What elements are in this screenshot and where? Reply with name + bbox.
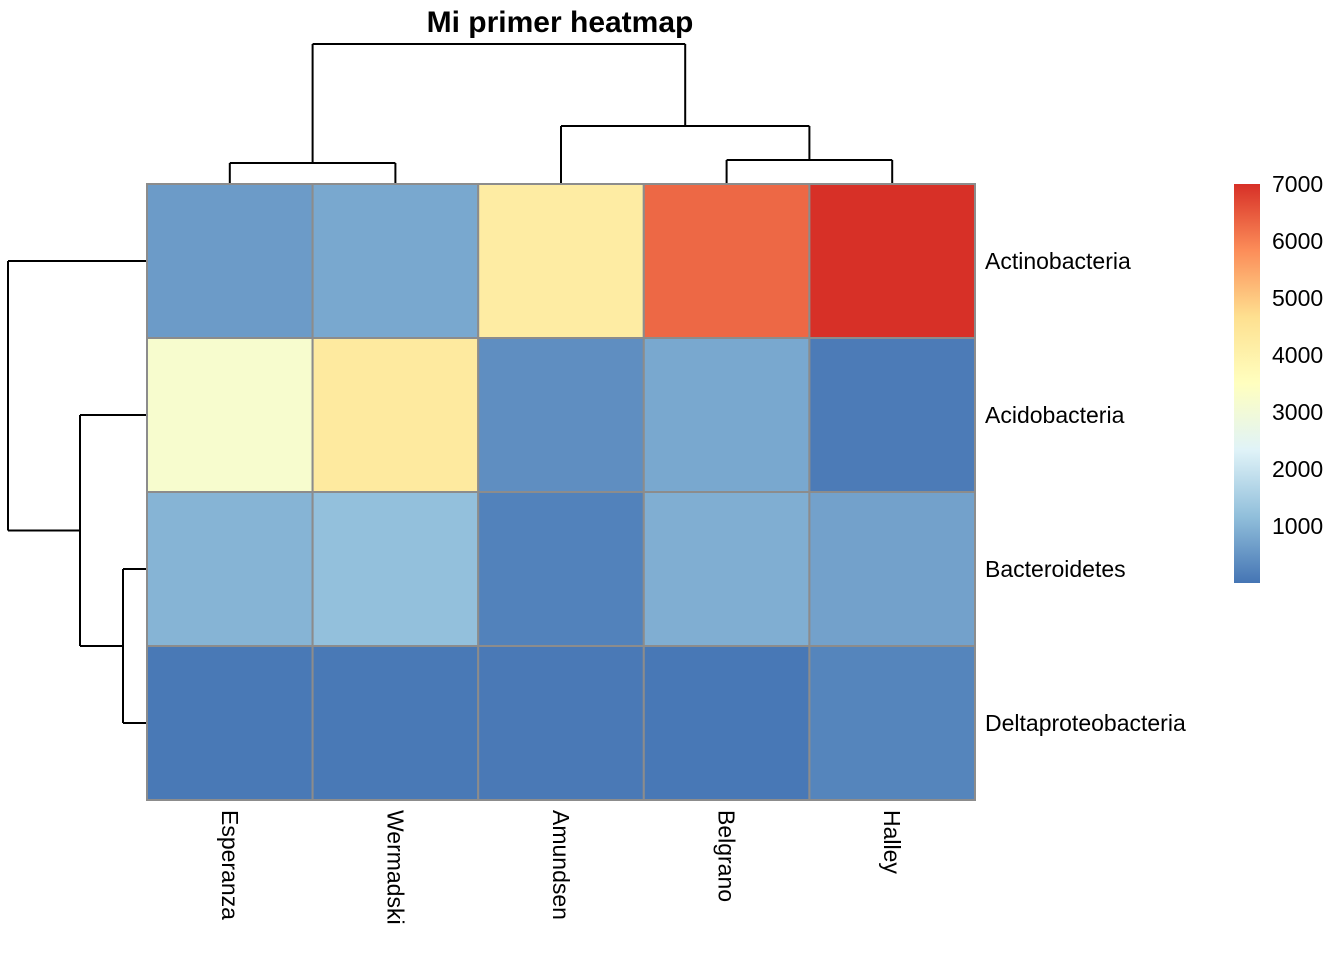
legend-tick-label: 2000 (1272, 456, 1323, 482)
legend-tick-label: 3000 (1272, 399, 1323, 425)
heatmap-cell (311, 491, 480, 647)
color-scale-bar (1234, 184, 1260, 583)
heatmap-cell (146, 645, 314, 801)
legend-tick-label: 5000 (1272, 285, 1323, 311)
column-label: Esperanza (217, 810, 243, 920)
heatmap-cell (146, 337, 314, 493)
heatmap-cell (642, 183, 811, 339)
chart-title: Mi primer heatmap (427, 6, 694, 39)
column-label: Wermadski (382, 810, 408, 925)
heatmap-cells (146, 183, 977, 801)
heatmap-cell (146, 183, 314, 339)
column-labels: Esperanza Wermadski Amundsen Belgrano Halley (217, 810, 905, 925)
column-label: Belgrano (714, 810, 740, 902)
heatmap-cell (146, 491, 314, 647)
column-label: Halley (879, 810, 905, 874)
legend-tick-label: 6000 (1272, 228, 1323, 254)
column-dendrogram (228, 43, 894, 184)
heatmap-cell (311, 183, 480, 339)
row-dendrogram (7, 260, 147, 724)
color-legend: 1000 2000 3000 4000 5000 6000 7000 (1234, 171, 1323, 583)
heatmap-cell (642, 645, 811, 801)
row-label: Deltaproteobacteria (985, 710, 1186, 736)
heatmap-cell (808, 337, 977, 493)
heatmap-cell (477, 645, 645, 801)
heatmap-cell (311, 645, 480, 801)
row-label: Acidobacteria (985, 402, 1125, 428)
heatmap-cell (477, 491, 645, 647)
heatmap-cell (642, 337, 811, 493)
row-label: Actinobacteria (985, 248, 1131, 274)
column-label: Amundsen (548, 810, 574, 920)
heatmap-cell (808, 645, 977, 801)
heatmap-cell (311, 337, 480, 493)
row-label: Bacteroidetes (985, 556, 1126, 582)
heatmap-cell (808, 183, 977, 339)
heatmap-cell (477, 183, 645, 339)
legend-tick-label: 1000 (1272, 513, 1323, 539)
heatmap-cell (477, 337, 645, 493)
heatmap-cell (808, 491, 977, 647)
row-labels: Actinobacteria Acidobacteria Bacteroidetes… (985, 248, 1186, 736)
legend-tick-label: 7000 (1272, 171, 1323, 197)
heatmap-cell (642, 491, 811, 647)
legend-tick-label: 4000 (1272, 342, 1323, 368)
